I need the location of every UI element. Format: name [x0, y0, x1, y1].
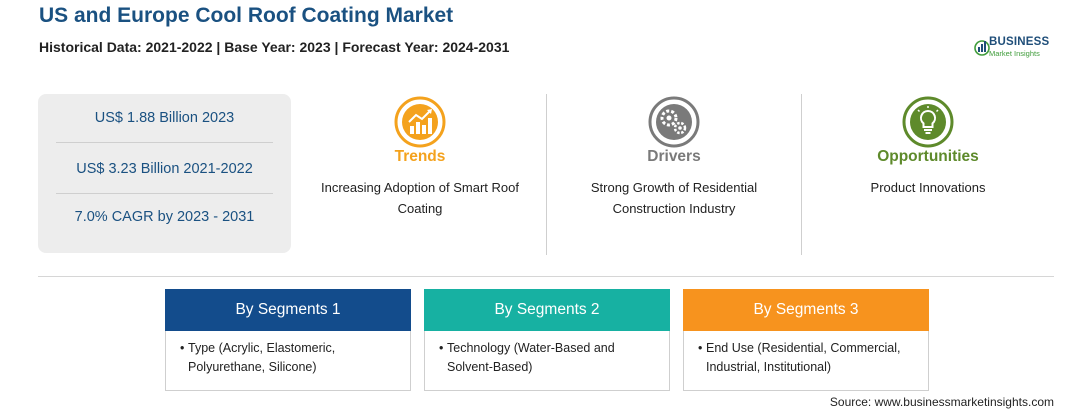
logo-globe-icon: [974, 40, 990, 56]
drivers-heading: Drivers: [647, 148, 701, 165]
column-divider: [546, 94, 547, 255]
stat-divider: [56, 193, 273, 194]
segment-3-title: By Segments 3: [683, 289, 929, 331]
bullet-icon: •: [439, 341, 444, 355]
market-value-historical: US$ 3.23 Billion 2021-2022: [76, 161, 253, 177]
page-title: US and Europe Cool Roof Coating Market: [39, 4, 454, 27]
segment-2-title: By Segments 2: [424, 289, 670, 331]
section-divider: [38, 276, 1054, 277]
opportunities-heading: Opportunities: [877, 148, 979, 165]
column-divider: [801, 94, 802, 255]
segment-3-text: End Use (Residential, Commercial, Indust…: [706, 341, 901, 374]
market-value-2023: US$ 1.88 Billion 2023: [94, 110, 235, 126]
segment-card-3: By Segments 3 • End Use (Residential, Co…: [683, 289, 929, 391]
lightbulb-icon: [902, 96, 954, 148]
drivers-text: Strong Growth of Residential Constructio…: [590, 180, 758, 216]
logo-wordmark: BUSINESS: [989, 36, 1050, 48]
source-citation: Source: www.businessmarketinsights.com: [829, 395, 1054, 409]
cagr-value: 7.0% CAGR by 2023 - 2031: [74, 209, 255, 225]
segment-2-text: Technology (Water-Based and Solvent-Base…: [447, 341, 615, 374]
logo-tagline: Market Insights: [989, 49, 1040, 58]
key-stats-panel: US$ 1.88 Billion 2023 US$ 3.23 Billion 2…: [38, 94, 291, 253]
segment-1-title: By Segments 1: [165, 289, 411, 331]
trends-text: Increasing Adoption of Smart Roof Coatin…: [320, 180, 519, 216]
segment-1-text: Type (Acrylic, Elastomeric, Polyurethane…: [188, 341, 336, 374]
stat-divider: [56, 142, 273, 143]
gears-icon: [648, 96, 700, 148]
segment-card-1: By Segments 1 • Type (Acrylic, Elastomer…: [165, 289, 411, 391]
opportunities-text: Product Innovations: [870, 180, 986, 195]
page-subtitle: Historical Data: 2021-2022 | Base Year: …: [39, 39, 510, 55]
rising-chart-icon: [394, 96, 446, 148]
bullet-icon: •: [180, 341, 185, 355]
segment-card-2: By Segments 2 • Technology (Water-Based …: [424, 289, 670, 391]
company-logo[interactable]: BUSINESS Market Insights: [974, 34, 1058, 62]
trends-heading: Trends: [394, 148, 446, 165]
bullet-icon: •: [698, 341, 703, 355]
